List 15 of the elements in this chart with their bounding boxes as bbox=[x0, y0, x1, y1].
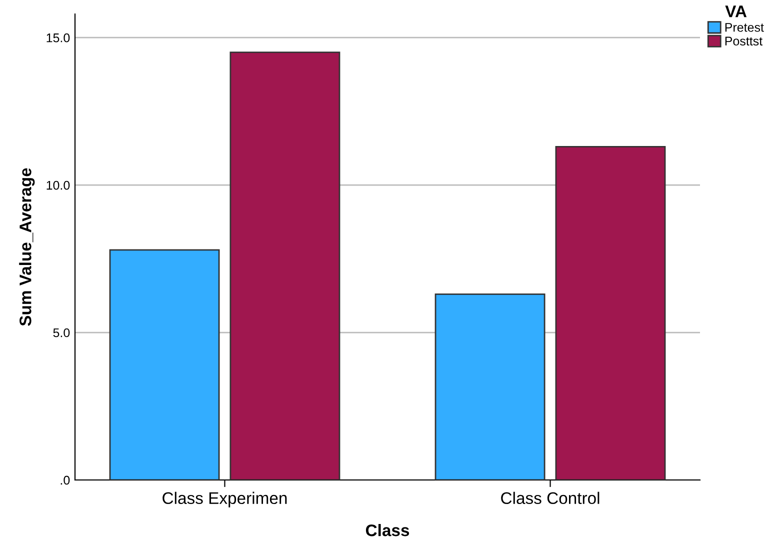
y-tick-label: 10.0 bbox=[46, 180, 70, 190]
x-axis-title: Class bbox=[366, 524, 410, 536]
legend-label: Pretest bbox=[725, 23, 764, 32]
bar bbox=[230, 52, 340, 480]
bar bbox=[109, 249, 220, 480]
y-tick-label: .0 bbox=[60, 476, 70, 485]
bar bbox=[434, 293, 546, 480]
x-tick-label: Class Control bbox=[501, 492, 600, 504]
bar bbox=[555, 146, 666, 480]
y-tick-label: 15.0 bbox=[46, 33, 70, 42]
y-axis-title: Sum Value_Average bbox=[19, 168, 35, 326]
legend-title: VA bbox=[725, 6, 747, 18]
x-tick-label: Class Experimen bbox=[162, 492, 287, 508]
y-tick-label: 5.0 bbox=[53, 328, 70, 338]
legend-label: Posttst bbox=[725, 36, 762, 46]
